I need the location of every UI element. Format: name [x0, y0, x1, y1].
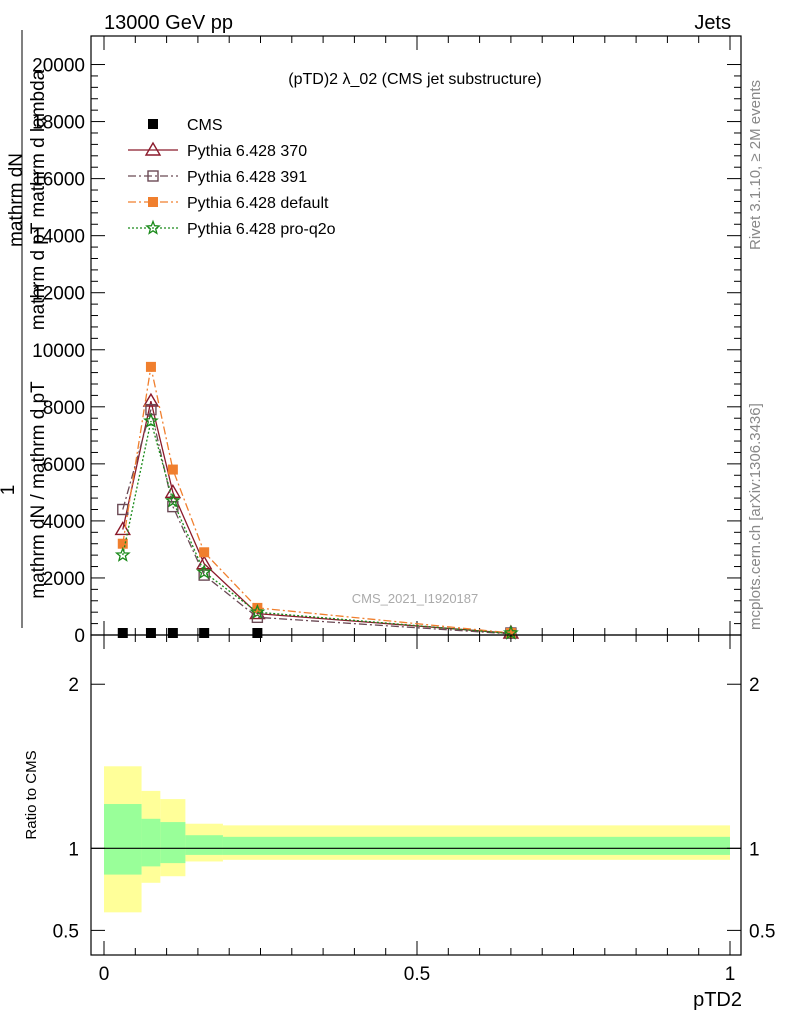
ratio-y-axis: 0.5 0.5 1 1 2 2 [53, 675, 776, 942]
series-point [143, 412, 159, 428]
legend-item: CMS [148, 117, 223, 134]
chart-title: (pTD)2 λ_02 (CMS jet substructure) [288, 71, 541, 88]
series-point [145, 628, 156, 638]
ratio-y-tick-label: 2 [68, 675, 79, 696]
series-line [122, 400, 511, 634]
ratio-inner-band [160, 822, 186, 864]
series-point [252, 628, 263, 638]
legend-label: CMS [187, 117, 223, 134]
series-point [117, 538, 128, 549]
main-y-label-line-1: mathrm dN [6, 153, 27, 247]
legend-item: Pythia 6.428 370 [128, 141, 307, 160]
main-y-label: mathrm dN mathrm d pT mathrm d lambda 1 … [0, 30, 49, 628]
ratio-inner-band [185, 835, 223, 855]
series-point [114, 546, 131, 562]
legend-label: Pythia 6.428 pro-q2o [187, 221, 336, 238]
main-y-tick-label: 14000 [32, 227, 85, 248]
ratio-bands [104, 766, 730, 913]
ratio-y-tick-label: 0.5 [53, 921, 79, 942]
legend: CMS Pythia 6.428 370 Pythia 6.428 391 Pythi… [128, 117, 336, 238]
legend-label: Pythia 6.428 370 [187, 143, 307, 160]
ratio-plot-panel: 0.5 0.51 12 2 0 0.5 1 Ratio to CMS pTD2 [23, 634, 776, 1011]
series-3 [117, 361, 516, 638]
series-point [199, 547, 210, 558]
ratio-y-tick-label-right: 1 [749, 839, 760, 860]
legend-marker [148, 197, 158, 207]
x-axis-label: pTD2 [693, 989, 742, 1011]
ratio-y-tick-label-right: 2 [749, 675, 760, 696]
series-point [167, 628, 178, 638]
main-y-tick-label: 8000 [43, 398, 85, 419]
legend-marker [148, 119, 158, 129]
x-tick-label: 1 [725, 964, 736, 985]
legend-item: Pythia 6.428 default [128, 195, 329, 212]
main-y-tick-label: 20000 [32, 56, 85, 77]
analysis-watermark: CMS_2021_I1920187 [352, 591, 479, 606]
series-point [114, 521, 131, 536]
main-y-label-line-3: 1 [0, 485, 19, 496]
main-y-tick-label: 10000 [32, 341, 85, 362]
series-point [167, 464, 178, 475]
header-energy: 13000 GeV pp [104, 12, 233, 34]
main-y-axis: 0 2000 4000 6000 8000 10000 12000 14000 16000 180… [32, 56, 741, 647]
ratio-inner-band [141, 818, 161, 867]
main-y-tick-label: 4000 [43, 512, 85, 533]
ratio-inner-band [222, 836, 730, 855]
series-point [249, 603, 266, 619]
series-point [142, 392, 160, 407]
ratio-y-label: Ratio to CMS [23, 750, 40, 839]
series-point [164, 492, 181, 508]
series-point [117, 628, 128, 638]
legend-marker [147, 170, 159, 182]
series-point [252, 602, 263, 613]
main-y-tick-label: 6000 [43, 455, 85, 476]
main-y-tick-label: 18000 [32, 113, 85, 134]
ratio-y-tick-label-right: 0.5 [749, 921, 775, 942]
main-y-label-line-2: mathrm d pT mathrm d lambda [28, 69, 49, 330]
legend-marker [145, 219, 161, 235]
main-y-tick-label: 2000 [43, 569, 85, 590]
header-jets: Jets [694, 12, 731, 34]
x-axis: 0 0.5 1 [99, 635, 736, 985]
ratio-y-tick-label: 1 [68, 839, 79, 860]
main-y-tick-label: 0 [74, 626, 85, 647]
legend-label: Pythia 6.428 391 [187, 169, 307, 186]
x-tick-label: 0.5 [404, 964, 430, 985]
series-point [505, 628, 516, 638]
mcplots-label: mcplots.cern.ch [arXiv:1306.3436] [747, 403, 764, 630]
main-plot-panel: 0 2000 4000 6000 8000 10000 12000 14000 16000 180… [32, 35, 742, 647]
legend-label: Pythia 6.428 default [187, 195, 329, 212]
series-line [122, 409, 511, 635]
series-point [145, 361, 156, 372]
main-y-label-line-4: mathrm dN / mathrm d pT [28, 381, 49, 599]
x-tick-label: 0 [99, 964, 110, 985]
series-layer [114, 361, 520, 640]
legend-item: Pythia 6.428 391 [128, 169, 307, 186]
rivet-label: Rivet 3.1.10, ≥ 2M events [747, 80, 764, 250]
series-point [198, 569, 210, 581]
ratio-plot-frame [90, 634, 742, 956]
main-y-tick-label: 16000 [32, 170, 85, 191]
series-point [195, 555, 213, 570]
series-point [199, 628, 210, 638]
ratio-inner-band [104, 804, 142, 875]
series-point [196, 563, 213, 579]
main-y-tick-label: 12000 [32, 284, 85, 305]
legend-marker [144, 141, 162, 156]
series-line [122, 366, 511, 634]
legend-item: Pythia 6.428 pro-q2o [128, 219, 336, 238]
